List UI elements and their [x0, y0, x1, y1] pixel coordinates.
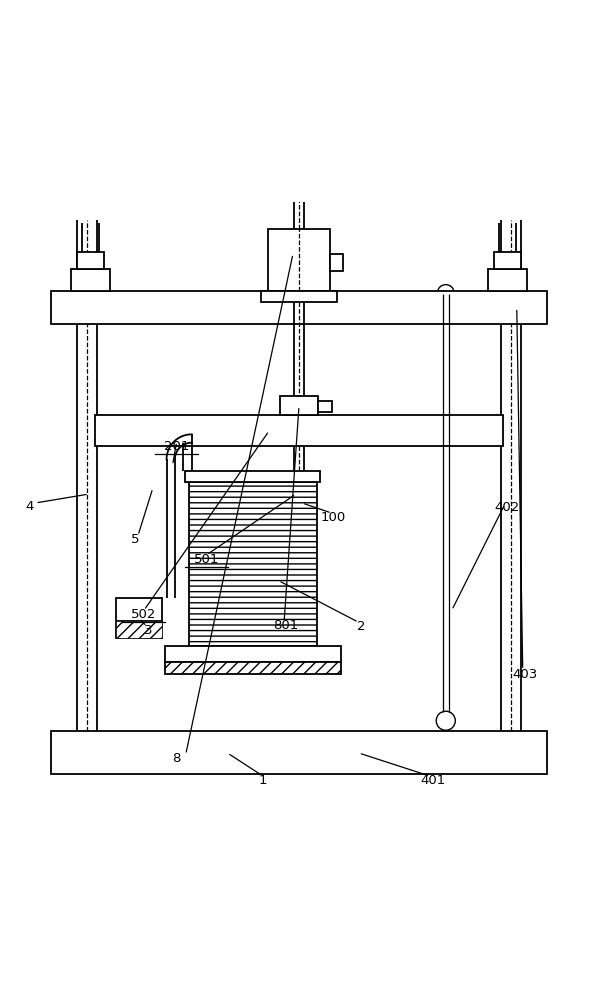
Text: 402: 402	[494, 501, 519, 514]
Bar	[165, 646, 341, 662]
Bar	[77, 252, 104, 269]
Bar	[261, 291, 337, 302]
Bar	[330, 254, 343, 271]
Bar	[318, 401, 331, 412]
Text: 502: 502	[131, 608, 157, 621]
Bar	[188, 482, 317, 646]
Bar	[288, 488, 310, 509]
Text: 5: 5	[131, 533, 139, 546]
Bar	[116, 621, 163, 638]
Bar	[95, 415, 503, 446]
Text: 8: 8	[172, 752, 181, 765]
Bar	[292, 521, 306, 527]
Text: 2: 2	[357, 620, 365, 633]
Text: 403: 403	[512, 668, 537, 681]
Bar	[488, 269, 527, 291]
Text: 201: 201	[164, 440, 190, 453]
Bar	[71, 269, 110, 291]
Text: 3: 3	[144, 624, 153, 637]
Text: 1: 1	[259, 774, 267, 787]
Text: 801: 801	[273, 619, 298, 632]
Text: 501: 501	[194, 553, 219, 566]
Text: 100: 100	[321, 511, 346, 524]
Bar	[494, 252, 521, 269]
Bar	[51, 291, 547, 324]
Bar	[165, 662, 341, 674]
Bar	[116, 598, 163, 638]
Text: 4: 4	[25, 500, 33, 513]
Bar	[185, 471, 321, 482]
Bar	[280, 396, 318, 415]
Bar	[268, 229, 330, 291]
Text: 401: 401	[420, 774, 446, 787]
Bar	[51, 731, 547, 774]
